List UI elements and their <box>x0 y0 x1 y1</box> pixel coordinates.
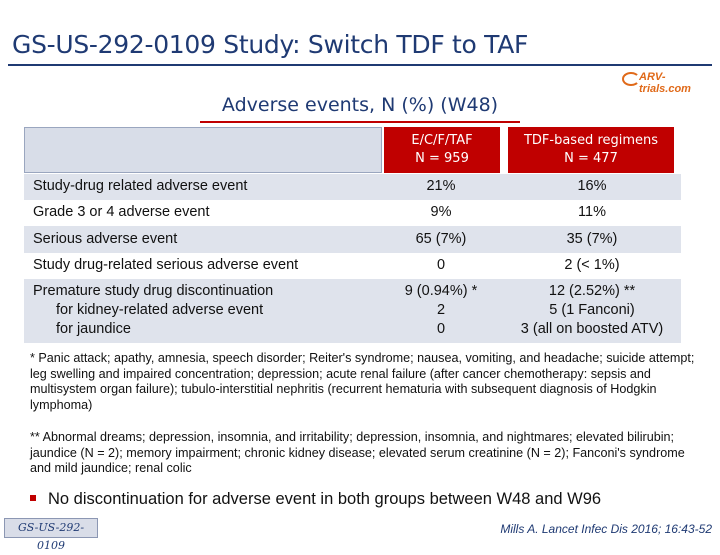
table-row: Grade 3 or 4 adverse event 9% 11% <box>24 200 681 226</box>
table-row: Study drug-related serious adverse event… <box>24 253 681 279</box>
title-rule <box>8 64 712 66</box>
table-row-discontinuation: Premature study drug discontinuation for… <box>24 279 681 343</box>
footnote-single-star: * Panic attack; apathy, amnesia, speech … <box>30 351 695 412</box>
row-value-tdf-jaundice: 3 (all on boosted ATV) <box>520 321 664 337</box>
subtitle-rule <box>200 121 520 123</box>
row-sublabel-jaundice: for jaundice <box>56 321 131 337</box>
key-point: No discontinuation for adverse event in … <box>30 490 601 509</box>
row-value-tdf: 35 (7%) <box>566 231 618 247</box>
row-label: Serious adverse event <box>33 231 178 247</box>
row-value-tdf: 12 (2.52%) ** <box>548 283 636 299</box>
row-value-tdf: 16% <box>577 178 607 194</box>
row-label: Study drug-related serious adverse event <box>33 257 299 273</box>
logo-text: ARV-trials.com <box>639 71 691 95</box>
arv-trials-logo: ARV-trials.com <box>622 70 716 95</box>
row-sublabel-kidney: for kidney-related adverse event <box>56 302 264 318</box>
row-label: Premature study drug discontinuation <box>33 283 274 299</box>
row-label: Study-drug related adverse event <box>33 178 248 194</box>
row-value-taf: 65 (7%) <box>415 231 467 247</box>
table-row: Study-drug related adverse event 21% 16% <box>24 174 681 200</box>
column-header-taf-n: N = 959 <box>415 151 469 166</box>
row-value-tdf: 11% <box>578 204 606 220</box>
citation: Mills A. Lancet Infec Dis 2016; 16:43-52 <box>500 522 712 536</box>
column-header-tdf-name: TDF-based regimens <box>523 133 659 148</box>
key-point-text: No discontinuation for adverse event in … <box>48 490 602 508</box>
table-header-blank-cell <box>24 127 382 173</box>
column-header-tdf-n: N = 477 <box>564 151 618 166</box>
column-header-tdf: TDF-based regimens N = 477 <box>508 127 674 173</box>
table-row: Serious adverse event 65 (7%) 35 (7%) <box>24 226 681 253</box>
row-value-taf: 21% <box>426 178 456 194</box>
table-subtitle: Adverse events, N (%) (W48) <box>221 94 499 116</box>
column-header-taf-name: E/C/F/TAF <box>411 133 473 148</box>
row-label: Grade 3 or 4 adverse event <box>33 204 210 220</box>
row-value-tdf: 2 (< 1%) <box>564 257 620 273</box>
row-value-taf-jaundice: 0 <box>436 321 446 337</box>
row-value-tdf-kidney: 5 (1 Fanconi) <box>549 302 635 318</box>
column-header-taf: E/C/F/TAF N = 959 <box>384 127 500 173</box>
row-value-taf: 9% <box>430 204 452 220</box>
slide-title: GS-US-292-0109 Study: Switch TDF to TAF <box>12 30 529 59</box>
row-value-taf: 0 <box>436 257 446 273</box>
logo-swoosh-icon <box>622 72 640 86</box>
row-value-taf: 9 (0.94%) * <box>404 283 478 299</box>
row-value-taf-kidney: 2 <box>436 302 446 318</box>
footnote-double-star: ** Abnormal dreams; depression, insomnia… <box>30 430 685 475</box>
bullet-square-icon <box>30 494 36 501</box>
study-tag: GS-US-292-0109 <box>4 518 98 552</box>
